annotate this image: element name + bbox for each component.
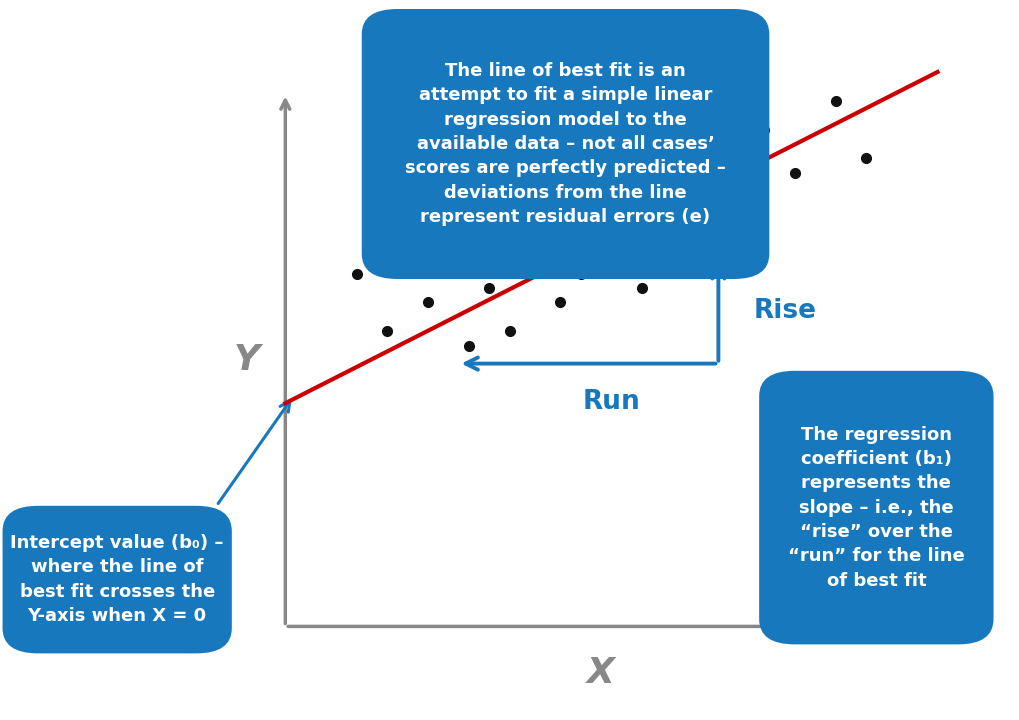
- FancyBboxPatch shape: [759, 371, 994, 644]
- Text: Y: Y: [233, 343, 260, 377]
- Text: X: X: [587, 656, 615, 690]
- Text: The line of best fit is an
attempt to fit a simple linear
regression model to th: The line of best fit is an attempt to fi…: [406, 62, 726, 226]
- Text: Run: Run: [583, 389, 640, 415]
- Text: Intercept value (b₀) –
where the line of
best fit crosses the
Y-axis when X = 0: Intercept value (b₀) – where the line of…: [10, 534, 224, 625]
- FancyBboxPatch shape: [3, 505, 232, 654]
- Text: The regression
coefficient (b₁)
represents the
slope – i.e., the
“rise” over the: The regression coefficient (b₁) represen…: [788, 426, 965, 590]
- FancyBboxPatch shape: [362, 9, 769, 279]
- Text: Rise: Rise: [754, 298, 817, 325]
